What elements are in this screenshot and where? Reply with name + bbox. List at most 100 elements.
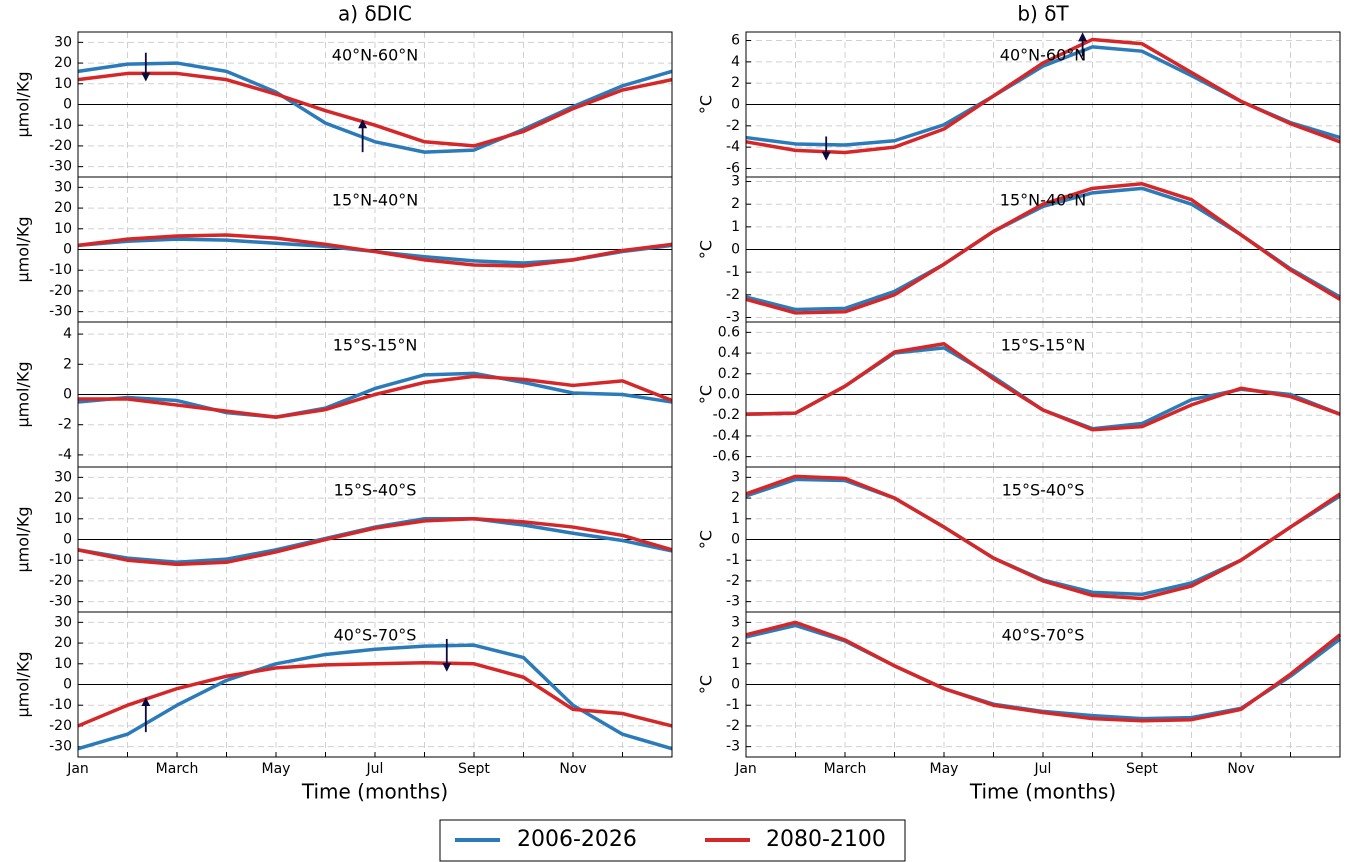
- y-axis-label: μmol/Kg: [14, 361, 33, 427]
- y-tick-label: 3: [731, 614, 740, 630]
- x-tick-label: March: [824, 761, 867, 777]
- x-tick-label: Nov: [559, 761, 586, 777]
- y-tick-label: -1: [726, 264, 740, 280]
- x-axis-label: Time (months): [969, 780, 1116, 804]
- y-axis-label: μmol/Kg: [14, 506, 33, 572]
- y-tick-label: -0.4: [713, 428, 740, 444]
- y-tick-label: 3: [731, 469, 740, 485]
- series-line: [77, 233, 673, 268]
- y-tick-label: 2: [731, 490, 740, 506]
- y-tick-label: -1: [726, 552, 740, 568]
- y-tick-label: 0.6: [718, 324, 740, 340]
- y-axis-label: °C: [697, 95, 716, 114]
- y-tick-label: 0: [63, 677, 72, 693]
- x-tick-label: May: [262, 761, 291, 777]
- region-label: 40°N-60°N: [1000, 46, 1086, 65]
- y-tick-label: 30: [54, 179, 72, 195]
- x-tick-label: Sept: [1126, 761, 1158, 777]
- y-tick-label: 6: [731, 33, 740, 49]
- x-tick-label: Sept: [458, 761, 490, 777]
- series-line: [77, 71, 673, 148]
- region-label: 15°N-40°N: [332, 191, 418, 210]
- series-line: [745, 182, 1341, 315]
- region-label: 15°N-40°N: [1000, 191, 1086, 210]
- y-tick-label: -2: [726, 573, 740, 589]
- x-tick-label: Jul: [1034, 761, 1052, 777]
- region-label: 15°S-40°S: [1002, 481, 1085, 500]
- y-tick-label: 0: [63, 532, 72, 548]
- series-line: [78, 374, 673, 419]
- y-tick-label: 10: [54, 76, 72, 92]
- y-tick-label: -3: [726, 739, 740, 755]
- y-tick-label: 4: [731, 54, 740, 70]
- region-label: 15°S-15°N: [333, 336, 418, 355]
- y-tick-label: -0.6: [713, 449, 740, 465]
- y-tick-label: 2: [731, 75, 740, 91]
- y-tick-label: 0: [731, 242, 740, 258]
- legend-label: 2006-2026: [517, 827, 637, 852]
- y-tick-label: 0.0: [718, 387, 740, 403]
- y-tick-label: 0: [63, 242, 72, 258]
- column-title: b) δT: [1017, 2, 1069, 26]
- y-tick-label: -0.2: [713, 407, 740, 423]
- y-tick-label: 0: [63, 387, 72, 403]
- y-tick-label: -1: [726, 697, 740, 713]
- y-tick-label: 0.2: [718, 366, 740, 382]
- series-line: [77, 517, 673, 567]
- y-tick-label: 0: [731, 677, 740, 693]
- y-tick-label: 20: [54, 55, 72, 71]
- y-tick-label: 30: [54, 34, 72, 50]
- y-tick-label: 2: [731, 196, 740, 212]
- y-tick-label: -10: [49, 697, 72, 713]
- y-tick-label: -10: [49, 262, 72, 278]
- y-tick-label: 30: [54, 469, 72, 485]
- y-tick-label: -10: [49, 117, 72, 133]
- x-tick-label: Nov: [1227, 761, 1254, 777]
- legend-label: 2080-2100: [766, 827, 886, 852]
- series-line: [745, 342, 1341, 432]
- y-axis-label: °C: [697, 675, 716, 694]
- region-label: 40°N-60°N: [332, 46, 418, 65]
- region-label: 15°S-15°N: [1001, 336, 1086, 355]
- y-tick-label: 1: [731, 511, 740, 527]
- y-tick-label: 10: [54, 221, 72, 237]
- y-tick-label: -20: [49, 718, 72, 734]
- y-tick-label: 10: [54, 511, 72, 527]
- y-tick-label: 2: [731, 635, 740, 651]
- y-tick-label: 0: [731, 97, 740, 113]
- series-line: [745, 37, 1341, 155]
- series-line: [77, 661, 673, 728]
- x-axis-label: Time (months): [301, 780, 448, 804]
- y-tick-label: 0: [731, 532, 740, 548]
- series-line: [77, 61, 673, 154]
- series-line: [77, 371, 673, 419]
- y-tick-label: 1: [731, 219, 740, 235]
- y-tick-label: -20: [49, 573, 72, 589]
- y-axis-label: °C: [697, 385, 716, 404]
- series-line: [745, 620, 1342, 723]
- y-tick-label: -2: [726, 718, 740, 734]
- y-tick-label: 1: [731, 656, 740, 672]
- y-tick-label: -2: [58, 417, 72, 433]
- column-title: a) δDIC: [338, 2, 412, 26]
- y-tick-label: -30: [49, 739, 72, 755]
- y-tick-label: -3: [726, 594, 740, 610]
- legend-box: [439, 819, 906, 862]
- y-tick-label: 2: [63, 356, 72, 372]
- y-tick-label: -2: [726, 287, 740, 303]
- y-tick-label: 20: [54, 490, 72, 506]
- y-tick-label: -2: [726, 118, 740, 134]
- y-axis-label: μmol/Kg: [14, 71, 33, 137]
- y-tick-label: 4: [63, 326, 72, 342]
- y-tick-label: -3: [726, 309, 740, 325]
- y-tick-label: -20: [49, 138, 72, 154]
- y-axis-label: °C: [697, 530, 716, 549]
- y-tick-label: -4: [726, 139, 740, 155]
- y-tick-label: -4: [58, 447, 72, 463]
- x-tick-label: Jul: [366, 761, 384, 777]
- y-tick-label: -30: [49, 594, 72, 610]
- y-axis-label: μmol/Kg: [14, 216, 33, 282]
- region-label: 15°S-40°S: [334, 481, 417, 500]
